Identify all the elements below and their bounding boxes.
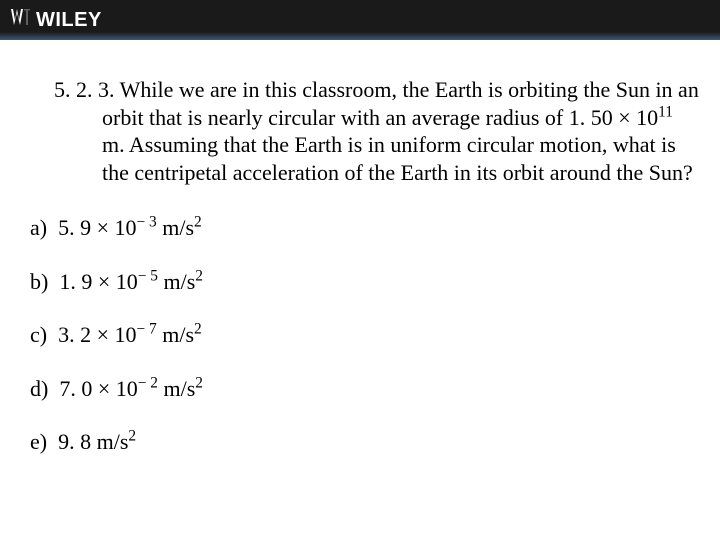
choice-value: 3. 2 × 10: [58, 322, 136, 347]
choice-value: 5. 9 × 10: [58, 215, 136, 240]
question-text: 5. 2. 3. While we are in this classroom,…: [20, 76, 700, 186]
choice-value: 7. 0 × 10: [59, 376, 137, 401]
choice-unit: m/s: [157, 215, 194, 240]
choice-value: 1. 9 × 10: [59, 269, 137, 294]
choice-a: a) 5. 9 × 10− 3 m/s2: [30, 214, 700, 242]
question-number: 5. 2. 3.: [54, 77, 115, 102]
choice-label: c): [30, 322, 47, 347]
choice-unit-exp: 2: [195, 374, 203, 391]
choice-unit: m/s: [158, 269, 195, 294]
choice-label: e): [30, 429, 47, 454]
choice-unit: m/s: [157, 322, 194, 347]
choice-value: 9. 8: [58, 429, 91, 454]
radius-exponent: 11: [658, 103, 673, 120]
slide: WILEY 5. 2. 3. While we are in this clas…: [0, 0, 720, 540]
choice-label: a): [30, 215, 47, 240]
choice-unit-exp: 2: [195, 267, 203, 284]
choice-unit: m/s: [158, 376, 195, 401]
choice-e: e) 9. 8 m/s2: [30, 428, 700, 456]
question-part1: While we are in this classroom, the Eart…: [102, 77, 699, 130]
choice-label: d): [30, 376, 48, 401]
choice-unit: m/s: [91, 429, 128, 454]
choice-label: b): [30, 269, 48, 294]
answer-choices: a) 5. 9 × 10− 3 m/s2 b) 1. 9 × 10− 5 m/s…: [20, 214, 700, 456]
choice-unit-exp: 2: [128, 428, 136, 445]
choice-unit-exp: 2: [194, 214, 202, 231]
slide-content: 5. 2. 3. While we are in this classroom,…: [0, 40, 720, 456]
choice-exp: − 5: [138, 267, 158, 284]
choice-unit-exp: 2: [194, 321, 202, 338]
choice-exp: − 2: [138, 374, 158, 391]
choice-d: d) 7. 0 × 10− 2 m/s2: [30, 375, 700, 403]
question-part2: m. Assuming that the Earth is in uniform…: [102, 132, 693, 185]
publisher-logo: WILEY: [8, 7, 102, 33]
choice-exp: − 3: [137, 214, 157, 231]
publisher-name: WILEY: [36, 9, 102, 32]
wiley-logo-icon: [8, 7, 32, 33]
header-bar: WILEY: [0, 0, 720, 40]
choice-c: c) 3. 2 × 10− 7 m/s2: [30, 321, 700, 349]
choice-exp: − 7: [137, 321, 157, 338]
choice-b: b) 1. 9 × 10− 5 m/s2: [30, 268, 700, 296]
